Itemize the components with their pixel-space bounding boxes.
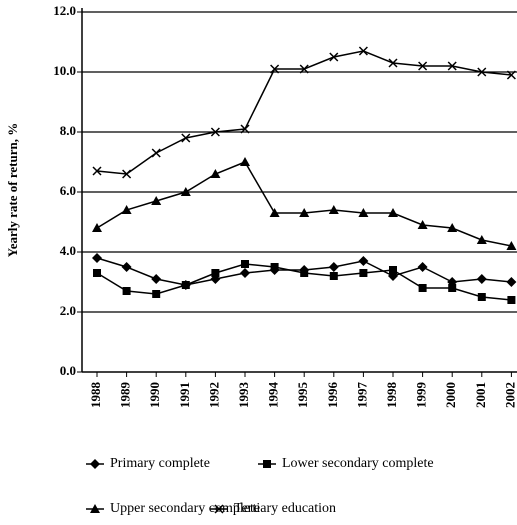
y-axis-label: Yearly rate of return, % <box>5 123 20 257</box>
marker <box>93 269 101 277</box>
marker <box>476 274 487 284</box>
marker <box>181 281 190 289</box>
y-tick-label: 12.0 <box>53 3 76 18</box>
marker <box>506 277 517 287</box>
marker <box>210 127 220 137</box>
y-tick-label: 2.0 <box>60 303 76 318</box>
x-tick-label: 1999 <box>414 382 429 409</box>
marker <box>389 266 397 274</box>
x-tick-label: 1993 <box>236 382 251 409</box>
marker <box>447 61 457 71</box>
x-tick-label: 1992 <box>206 382 221 408</box>
marker <box>388 58 398 68</box>
x-tick-label: 1991 <box>177 382 192 408</box>
marker <box>92 253 102 263</box>
marker <box>299 64 309 74</box>
marker <box>90 504 100 513</box>
marker <box>210 169 221 178</box>
x-tick-label: 1995 <box>295 382 310 409</box>
marker <box>270 263 279 271</box>
marker <box>506 70 516 80</box>
x-tick-label: 1996 <box>325 382 340 409</box>
marker <box>300 269 309 277</box>
x-tick-label: 2001 <box>473 382 488 408</box>
marker <box>299 208 310 217</box>
y-tick-label: 8.0 <box>60 123 76 138</box>
marker <box>417 220 428 229</box>
marker <box>240 157 250 166</box>
marker <box>388 208 398 217</box>
marker <box>418 284 427 292</box>
marker <box>417 262 428 272</box>
marker <box>122 169 132 179</box>
y-tick-label: 6.0 <box>60 183 76 198</box>
y-tick-label: 0.0 <box>60 363 76 378</box>
marker <box>270 64 280 74</box>
marker <box>151 274 162 284</box>
marker <box>329 272 338 280</box>
marker <box>447 223 458 232</box>
marker <box>92 223 102 232</box>
x-tick-label: 1998 <box>384 382 399 409</box>
legend-label: Lower secondary complete <box>282 456 434 471</box>
marker <box>121 262 132 272</box>
x-tick-label: 2002 <box>502 382 517 408</box>
x-tick-label: 1997 <box>354 382 369 409</box>
x-tick-label: 1994 <box>266 382 281 409</box>
marker <box>358 208 369 217</box>
marker <box>180 187 191 196</box>
y-tick-label: 10.0 <box>53 63 76 78</box>
marker <box>477 293 486 301</box>
marker <box>122 287 131 295</box>
marker <box>507 296 516 304</box>
marker <box>328 262 339 272</box>
marker <box>211 269 220 277</box>
marker <box>152 290 161 298</box>
marker <box>358 256 369 266</box>
legend-label: Primary complete <box>110 456 210 471</box>
marker <box>90 459 100 469</box>
marker <box>448 284 457 292</box>
x-tick-label: 1990 <box>147 382 162 408</box>
marker <box>506 241 517 250</box>
marker <box>477 67 487 77</box>
y-tick-label: 4.0 <box>60 243 76 258</box>
marker <box>263 460 271 468</box>
marker <box>329 52 339 62</box>
marker <box>121 205 132 214</box>
marker <box>418 61 428 71</box>
marker <box>214 504 224 514</box>
x-tick-label: 2000 <box>443 382 458 408</box>
marker <box>240 124 250 134</box>
marker <box>358 46 368 56</box>
marker <box>240 268 250 278</box>
marker <box>151 196 162 205</box>
marker <box>359 269 368 277</box>
marker <box>181 133 191 143</box>
marker <box>241 260 249 268</box>
marker <box>92 166 102 176</box>
marker <box>476 235 487 244</box>
marker <box>269 208 280 217</box>
legend: Primary complete Lower secondary complete… <box>86 456 434 516</box>
x-tick-label: 1988 <box>88 382 103 409</box>
legend-label: Tertiary education <box>234 501 336 516</box>
marker <box>151 148 161 158</box>
marker <box>328 205 339 214</box>
x-tick-label: 1989 <box>118 382 133 409</box>
